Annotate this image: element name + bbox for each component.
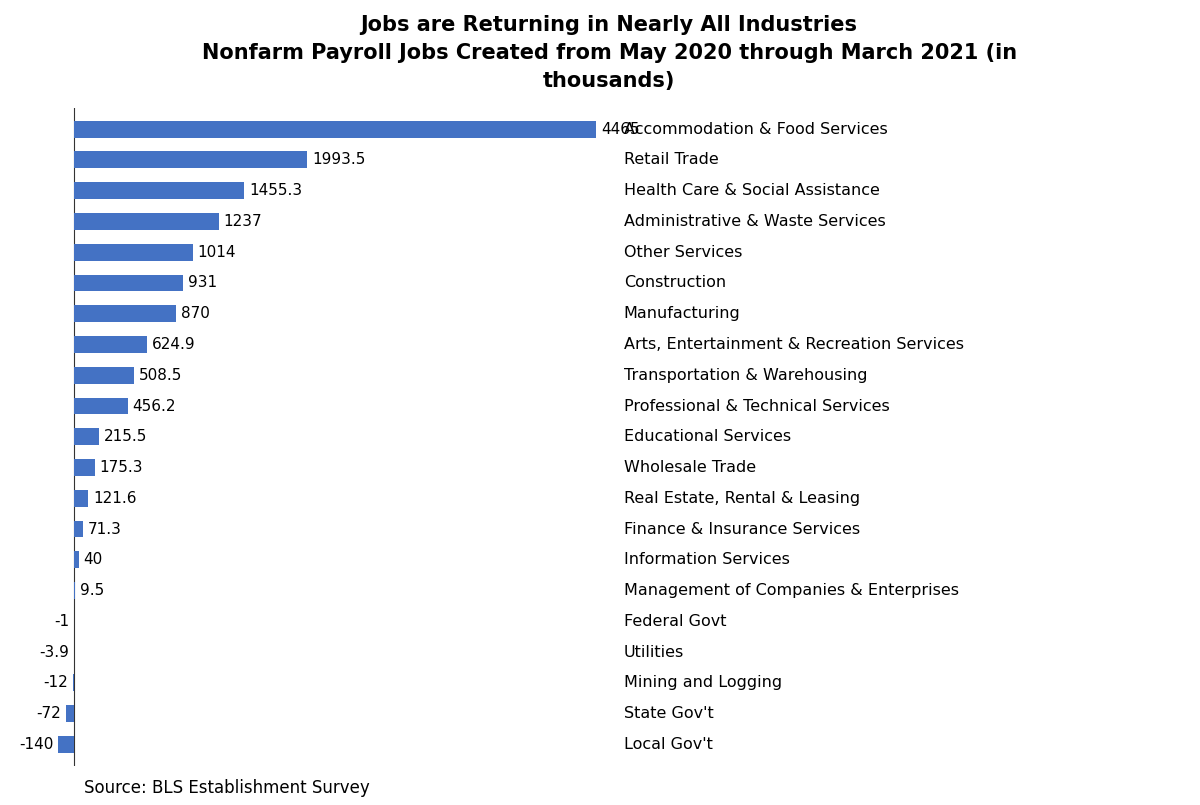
Text: -140: -140	[19, 737, 53, 752]
Bar	[58, 736, 74, 753]
Text: Construction: Construction	[624, 275, 726, 291]
Text: Manufacturing: Manufacturing	[624, 306, 740, 321]
Text: -12: -12	[43, 675, 68, 691]
Text: 870: 870	[181, 306, 210, 321]
Text: Real Estate, Rental & Leasing: Real Estate, Rental & Leasing	[624, 491, 860, 506]
Title: Jobs are Returning in Nearly All Industries
Nonfarm Payroll Jobs Created from Ma: Jobs are Returning in Nearly All Industr…	[202, 15, 1016, 91]
Text: 71.3: 71.3	[88, 522, 121, 536]
Text: Federal Govt: Federal Govt	[624, 613, 726, 629]
Text: Finance & Insurance Services: Finance & Insurance Services	[624, 522, 860, 536]
Text: Mining and Logging: Mining and Logging	[624, 675, 782, 691]
Bar	[74, 459, 95, 476]
Text: 508.5: 508.5	[138, 368, 181, 382]
Text: Local Gov't: Local Gov't	[624, 737, 713, 752]
Text: -1: -1	[54, 613, 70, 629]
Text: Transportation & Warehousing: Transportation & Warehousing	[624, 368, 868, 382]
Bar	[74, 521, 83, 538]
Text: Educational Services: Educational Services	[624, 429, 791, 444]
Text: Arts, Entertainment & Recreation Services: Arts, Entertainment & Recreation Service…	[624, 337, 964, 352]
Bar	[74, 213, 218, 230]
Bar	[74, 428, 100, 445]
Text: 1993.5: 1993.5	[312, 152, 365, 167]
Bar	[74, 367, 133, 384]
Text: Wholesale Trade: Wholesale Trade	[624, 460, 756, 475]
Text: State Gov't: State Gov't	[624, 706, 714, 721]
Bar	[74, 398, 127, 415]
Text: 624.9: 624.9	[152, 337, 196, 352]
Text: 456.2: 456.2	[132, 398, 175, 414]
Text: Management of Companies & Enterprises: Management of Companies & Enterprises	[624, 583, 959, 598]
Text: Utilities: Utilities	[624, 645, 684, 659]
Bar	[74, 275, 184, 291]
Bar	[74, 551, 79, 568]
Text: 175.3: 175.3	[100, 460, 143, 475]
Text: -3.9: -3.9	[40, 645, 70, 659]
Text: 4465: 4465	[601, 122, 640, 137]
Bar	[74, 305, 176, 322]
Text: Retail Trade: Retail Trade	[624, 152, 719, 167]
Text: Accommodation & Food Services: Accommodation & Food Services	[624, 122, 888, 137]
Bar	[74, 182, 245, 199]
Bar	[74, 336, 148, 353]
Text: Other Services: Other Services	[624, 245, 742, 260]
Bar	[73, 675, 74, 691]
Bar	[74, 489, 89, 506]
Bar	[66, 705, 74, 722]
Text: 1455.3: 1455.3	[250, 184, 302, 198]
Text: 1237: 1237	[223, 214, 262, 229]
Text: 931: 931	[187, 275, 217, 291]
Bar	[74, 121, 596, 138]
Bar	[74, 244, 193, 261]
Text: Administrative & Waste Services: Administrative & Waste Services	[624, 214, 886, 229]
Text: -72: -72	[36, 706, 61, 721]
Text: 1014: 1014	[198, 245, 236, 260]
Text: 40: 40	[84, 552, 103, 568]
Text: Information Services: Information Services	[624, 552, 790, 568]
Text: Source: BLS Establishment Survey: Source: BLS Establishment Survey	[84, 779, 370, 797]
Text: Professional & Technical Services: Professional & Technical Services	[624, 398, 889, 414]
Text: Health Care & Social Assistance: Health Care & Social Assistance	[624, 184, 880, 198]
Text: 121.6: 121.6	[94, 491, 137, 506]
Bar	[74, 151, 307, 168]
Text: 9.5: 9.5	[80, 583, 104, 598]
Text: 215.5: 215.5	[104, 429, 148, 444]
